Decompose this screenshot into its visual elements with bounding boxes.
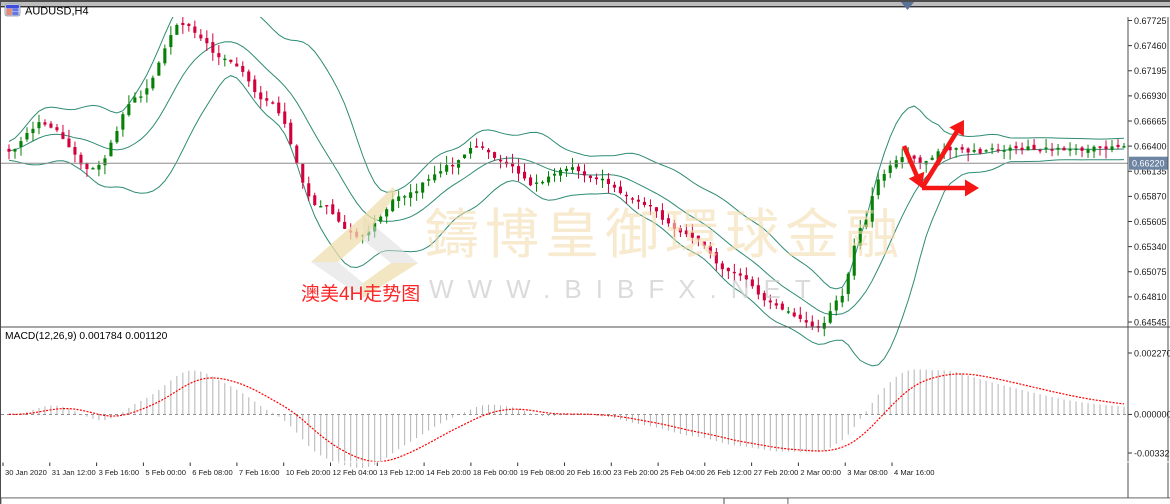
svg-text:AUDUSD,H4: AUDUSD,H4 [25,6,89,18]
svg-text:0.000000: 0.000000 [1134,410,1170,420]
svg-text:0.65605: 0.65605 [1134,217,1167,227]
svg-text:13 Feb 12:00: 13 Feb 12:00 [379,468,424,477]
svg-text:26 Feb 12:00: 26 Feb 12:00 [707,468,752,477]
svg-text:6 Feb 08:00: 6 Feb 08:00 [192,468,233,477]
svg-text:18 Feb 00:00: 18 Feb 00:00 [473,468,518,477]
svg-text:12 Feb 04:00: 12 Feb 04:00 [333,468,378,477]
svg-text:31 Jan 12:00: 31 Jan 12:00 [52,468,96,477]
svg-text:3 Feb 16:00: 3 Feb 16:00 [99,468,140,477]
svg-text:0.65075: 0.65075 [1134,267,1167,277]
svg-text:19 Feb 08:00: 19 Feb 08:00 [520,468,565,477]
svg-text:0.67460: 0.67460 [1134,41,1167,51]
svg-text:2 Mar 00:00: 2 Mar 00:00 [800,468,841,477]
svg-text:0.002270: 0.002270 [1134,348,1170,358]
svg-text:27 Feb 20:00: 27 Feb 20:00 [754,468,799,477]
svg-text:0.66220: 0.66220 [1132,158,1165,168]
svg-text:鑄博皇御環球金融: 鑄博皇御環球金融 [425,205,905,265]
svg-text:25 Feb 04:00: 25 Feb 04:00 [660,468,705,477]
svg-text:7 Feb 16:00: 7 Feb 16:00 [239,468,280,477]
svg-text:0.66930: 0.66930 [1134,91,1167,101]
svg-text:4 Mar 16:00: 4 Mar 16:00 [894,468,935,477]
svg-text:0.65870: 0.65870 [1134,192,1167,202]
svg-text:0.64545: 0.64545 [1134,317,1167,327]
svg-text:23 Feb 20:00: 23 Feb 20:00 [613,468,658,477]
svg-text:0.67195: 0.67195 [1134,66,1167,76]
svg-text:0.67725: 0.67725 [1134,16,1167,26]
svg-text:30 Jan 2020: 30 Jan 2020 [5,468,47,477]
svg-text:10 Feb 20:00: 10 Feb 20:00 [286,468,331,477]
svg-text:0.66665: 0.66665 [1134,116,1167,126]
svg-text:0.65340: 0.65340 [1134,242,1167,252]
svg-text:20 Feb 16:00: 20 Feb 16:00 [567,468,612,477]
svg-text:5 Feb 00:00: 5 Feb 00:00 [145,468,186,477]
svg-text:14 Feb 20:00: 14 Feb 20:00 [426,468,471,477]
svg-text:-0.003329: -0.003329 [1134,448,1170,458]
svg-text:0.64810: 0.64810 [1134,292,1167,302]
svg-text:MACD(12,26,9) 0.001784 0.00112: MACD(12,26,9) 0.001784 0.001120 [5,331,168,342]
svg-text:澳美4H走势图: 澳美4H走势图 [301,283,420,305]
svg-text:3 Mar 08:00: 3 Mar 08:00 [847,468,888,477]
svg-text:0.66400: 0.66400 [1134,141,1167,151]
svg-text:WWW.BIBFX.NET: WWW.BIBFX.NET [429,274,825,304]
